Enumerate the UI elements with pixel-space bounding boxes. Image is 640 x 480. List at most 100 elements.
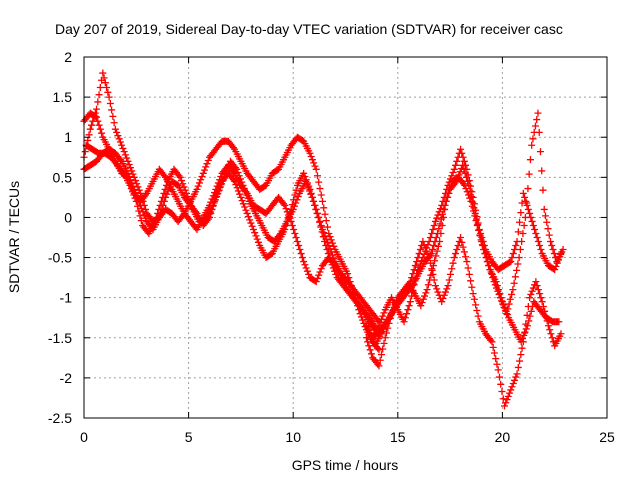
data-point xyxy=(95,91,103,99)
data-point xyxy=(298,254,306,262)
x-tick-label: 5 xyxy=(185,429,193,445)
data-point xyxy=(533,282,541,290)
data-point xyxy=(125,160,133,168)
data-point xyxy=(423,286,431,294)
data-point xyxy=(210,199,218,207)
data-point xyxy=(555,318,563,326)
data-point xyxy=(496,290,504,298)
data-point xyxy=(193,185,201,193)
data-point xyxy=(120,148,128,156)
data-point xyxy=(547,238,555,246)
data-point xyxy=(453,157,461,165)
data-point xyxy=(516,357,524,365)
data-point xyxy=(459,243,467,251)
data-point xyxy=(186,199,194,207)
data-point xyxy=(104,88,112,96)
data-point xyxy=(440,291,448,299)
data-point xyxy=(435,225,443,233)
data-point xyxy=(315,178,323,186)
data-point xyxy=(282,205,290,213)
data-point xyxy=(465,191,473,199)
data-point xyxy=(434,288,442,296)
data-point xyxy=(404,306,412,314)
data-point xyxy=(529,135,537,143)
data-point xyxy=(517,209,525,217)
data-point xyxy=(457,234,465,241)
data-point xyxy=(375,346,383,354)
data-point xyxy=(426,276,434,284)
data-point xyxy=(438,221,446,229)
data-point xyxy=(443,193,451,201)
data-point xyxy=(551,266,559,274)
data-point xyxy=(155,205,163,213)
data-point xyxy=(513,370,521,378)
data-point xyxy=(493,282,501,290)
data-point xyxy=(243,209,251,217)
data-point xyxy=(557,330,565,338)
data-point xyxy=(483,258,491,266)
data-point xyxy=(344,270,352,278)
data-point xyxy=(197,176,205,184)
data-point xyxy=(429,225,437,233)
data-point xyxy=(534,238,542,246)
data-point xyxy=(132,197,140,205)
data-point xyxy=(524,185,532,193)
data-point xyxy=(313,172,321,180)
data-point xyxy=(119,144,127,152)
data-point xyxy=(504,392,512,400)
data-point xyxy=(213,193,221,201)
x-tick-label: 0 xyxy=(80,429,88,445)
data-point xyxy=(518,335,526,343)
data-point xyxy=(103,83,111,91)
data-point xyxy=(495,286,503,294)
data-point xyxy=(316,218,324,226)
data-point xyxy=(424,241,432,249)
data-point xyxy=(461,169,469,177)
data-point xyxy=(129,188,137,196)
data-point xyxy=(314,213,322,221)
data-point xyxy=(328,261,336,269)
data-point xyxy=(235,172,243,180)
data-point xyxy=(325,229,333,237)
data-point xyxy=(444,282,452,290)
data-point xyxy=(545,231,553,239)
data-point xyxy=(509,250,517,258)
data-point xyxy=(176,173,184,181)
data-point xyxy=(306,149,314,157)
y-tick-label: -1.5 xyxy=(48,330,72,346)
data-point xyxy=(497,294,505,302)
data-point xyxy=(139,208,147,216)
data-point xyxy=(421,247,429,255)
data-point xyxy=(508,290,516,298)
data-point xyxy=(106,100,114,108)
data-point xyxy=(426,234,434,241)
data-point xyxy=(536,242,544,250)
data-point xyxy=(124,157,132,165)
data-point xyxy=(437,229,445,237)
data-point xyxy=(518,344,526,352)
data-point xyxy=(295,242,303,250)
data-point xyxy=(317,191,325,199)
data-point xyxy=(467,197,475,205)
data-point xyxy=(524,322,532,330)
data-point xyxy=(313,274,321,282)
data-point xyxy=(195,179,203,187)
data-point xyxy=(239,200,247,208)
data-point xyxy=(489,343,497,351)
data-point xyxy=(113,128,121,136)
data-point xyxy=(419,295,427,303)
data-point xyxy=(322,217,330,225)
data-point xyxy=(251,229,259,237)
data-point xyxy=(98,129,106,137)
data-point xyxy=(379,345,387,353)
data-point xyxy=(157,197,165,205)
data-point xyxy=(376,356,384,364)
data-point xyxy=(184,193,192,201)
data-point xyxy=(543,218,551,226)
data-point xyxy=(464,264,472,272)
data-point xyxy=(442,197,450,205)
data-point xyxy=(377,315,385,323)
data-point xyxy=(303,267,311,275)
data-point xyxy=(115,135,123,143)
